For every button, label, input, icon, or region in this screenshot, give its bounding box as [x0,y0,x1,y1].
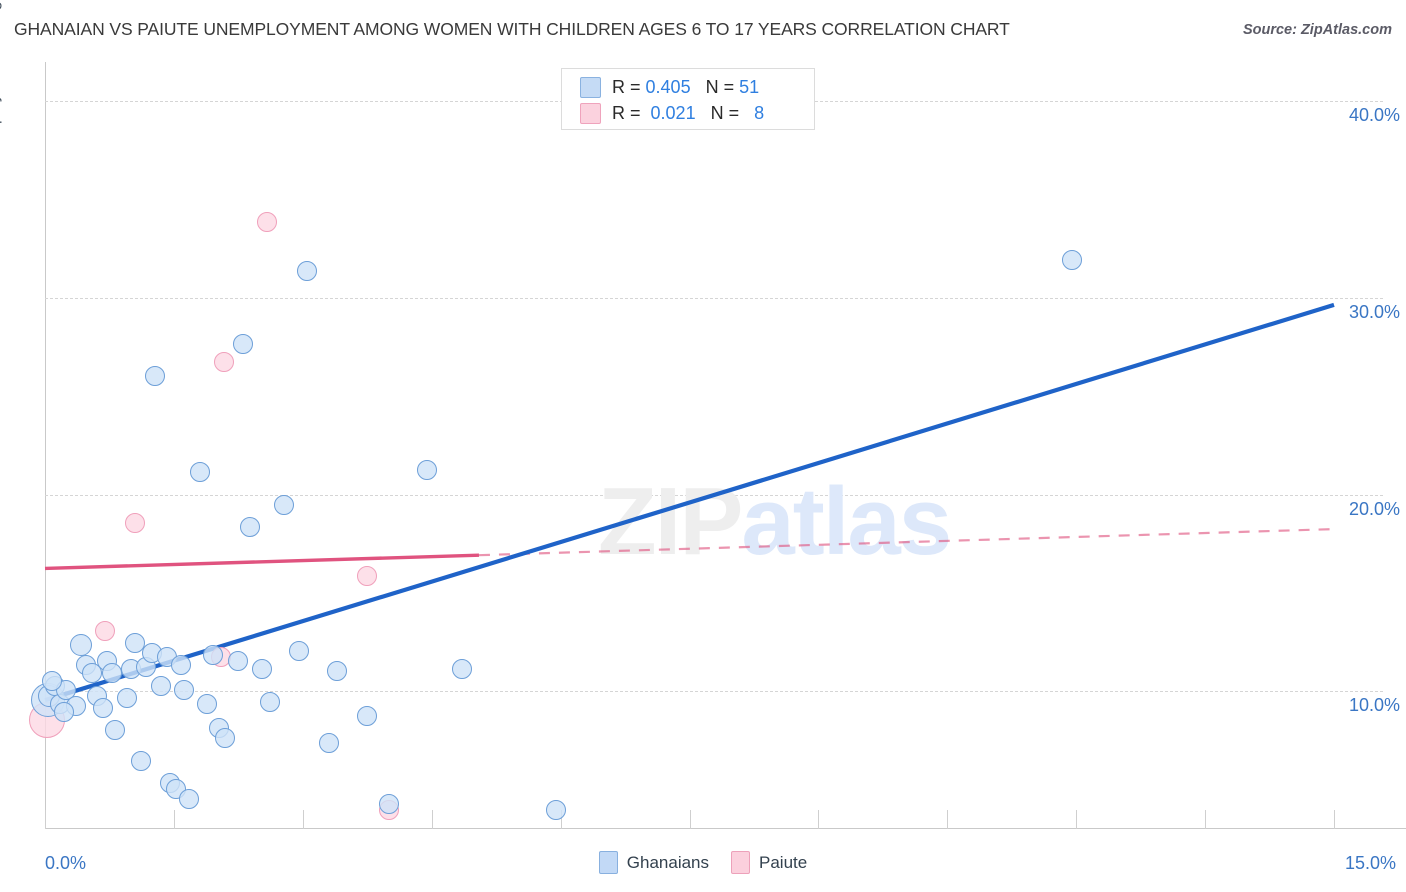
x-tick-3 [431,810,433,829]
scatter-point-ghanaians-49[interactable] [41,670,62,691]
scatter-point-ghanaians-33[interactable] [228,650,249,671]
scatter-point-ghanaians-14[interactable] [116,688,137,709]
scatter-point-ghanaians-36[interactable] [251,658,272,679]
scatter-point-ghanaians-35[interactable] [239,517,260,538]
scatter-point-ghanaians-44[interactable] [378,794,399,815]
scatter-point-ghanaians-30[interactable] [202,644,223,665]
ghanaians-trendline-solid [44,302,1335,703]
y-axis-line [45,62,46,829]
scatter-point-ghanaians-12[interactable] [102,662,123,683]
x-tick-5 [689,810,691,829]
stats-r-label-paiute: R = [612,102,641,123]
scatter-point-ghanaians-46[interactable] [451,658,472,679]
scatter-point-ghanaians-42[interactable] [327,660,348,681]
scatter-point-ghanaians-34[interactable] [232,334,253,355]
scatter-point-ghanaians-21[interactable] [151,676,171,697]
scatter-point-ghanaians-43[interactable] [357,705,378,726]
scatter-point-ghanaians-25[interactable] [170,654,191,675]
gridline-10.0% [45,691,1383,693]
scatter-point-ghanaians-37[interactable] [260,692,281,713]
stats-swatch-paiute [580,102,601,124]
y-axis-label-20.0%: 20.0% [1348,498,1400,519]
y-axis-label-30.0%: 30.0% [1348,302,1400,322]
series-legend: Ghanaians Paiute [0,851,1406,874]
scatter-point-ghanaians-38[interactable] [273,495,294,516]
scatter-point-ghanaians-45[interactable] [417,460,438,481]
y-axis-label-40.0%: 40.0% [1348,105,1400,126]
stats-n-label-paiute: N = [710,102,740,123]
stats-n-value-paiute: 8 [754,102,765,123]
stats-r-label-ghanaians: R = [612,76,641,97]
x-tick-8 [1076,810,1078,829]
y-axis-label-10.0%: 10.0% [1348,695,1400,716]
scatter-point-ghanaians-27[interactable] [179,788,200,809]
legend-item-paiute[interactable]: Paiute [731,851,807,874]
x-tick-1 [173,810,175,829]
scatter-point-ghanaians-20[interactable] [144,365,165,386]
scatter-point-ghanaians-8[interactable] [82,662,103,683]
correlation-stats-box: R = 0.405 N = 51 R = 0.021 N = 8 [561,68,815,130]
scatter-point-paiute-1[interactable] [95,621,116,642]
x-tick-9 [1205,810,1207,829]
stats-r-value-paiute: 0.021 [650,102,696,123]
scatter-point-ghanaians-41[interactable] [318,733,339,754]
legend-label-ghanaians: Ghanaians [626,852,710,872]
scatter-point-ghanaians-32[interactable] [215,727,236,748]
x-tick-2 [302,810,304,829]
scatter-point-ghanaians-13[interactable] [105,719,126,740]
x-tick-6 [818,810,820,829]
trendlines-group [44,302,1335,703]
legend-item-ghanaians[interactable]: Ghanaians [598,851,710,874]
scatter-point-ghanaians-17[interactable] [131,751,152,772]
scatter-point-ghanaians-39[interactable] [288,641,309,662]
x-tick-4 [560,810,562,829]
x-axis-max-label: 15.0% [1344,853,1396,873]
paiute-trendline-dashed [478,527,1335,557]
scatter-point-paiute-6[interactable] [357,566,378,587]
scatter-point-paiute-4[interactable] [213,351,234,372]
scatter-point-ghanaians-10[interactable] [93,698,114,719]
scatter-point-ghanaians-16[interactable] [125,633,146,654]
page-title: GHANAIAN VS PAIUTE UNEMPLOYMENT AMONG WO… [14,19,1010,39]
scatter-point-ghanaians-50[interactable] [53,701,74,722]
stats-swatch-ghanaians [580,76,601,98]
source-attribution: Source: ZipAtlas.com [1242,22,1392,38]
legend-swatch-paiute [731,851,751,874]
scatter-point-ghanaians-48[interactable] [1061,249,1082,270]
x-axis-line [45,828,1406,829]
stats-row-paiute: R = 0.021 N = 8 [562,100,814,126]
x-tick-0 [45,810,46,829]
legend-swatch-ghanaians [598,851,618,874]
scatter-point-paiute-5[interactable] [256,212,277,233]
x-tick-10 [1334,810,1335,829]
scatter-point-ghanaians-47[interactable] [546,800,567,821]
paiute-trendline-solid [44,553,480,571]
plot-area: ZIPatlas [28,62,1406,829]
stats-n-label-ghanaians: N = [705,76,735,97]
y-axis-title: Unemployment Among Women with Children A… [0,0,3,168]
scatter-point-ghanaians-6[interactable] [70,634,93,657]
scatter-point-paiute-2[interactable] [125,513,146,534]
scatter-point-ghanaians-26[interactable] [174,680,195,701]
scatter-point-ghanaians-40[interactable] [297,261,318,282]
legend-label-paiute: Paiute [759,852,808,872]
scatter-point-ghanaians-29[interactable] [196,694,217,715]
gridline-30.0% [45,298,1383,299]
stats-r-value-ghanaians: 0.405 [645,76,691,97]
stats-n-value-ghanaians: 51 [739,76,760,97]
stats-row-ghanaians: R = 0.405 N = 51 [562,74,814,100]
x-tick-7 [947,810,949,829]
scatter-point-ghanaians-28[interactable] [189,462,210,483]
x-axis-min-label: 0.0% [45,853,87,873]
